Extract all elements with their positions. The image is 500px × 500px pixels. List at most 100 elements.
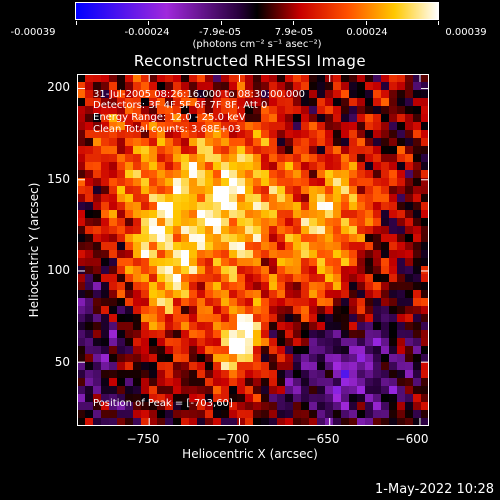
heatmap-cell [197,346,206,355]
heatmap-cell [405,362,414,371]
heatmap-cell [285,210,294,219]
heatmap-cell [341,90,350,99]
heatmap-cell [245,154,254,163]
heatmap-cell [213,338,222,347]
heatmap-cell [213,114,222,123]
heatmap-cell [301,194,310,203]
heatmap-cell [269,130,278,139]
heatmap-cell [421,258,429,267]
heatmap-cell [397,218,406,227]
heatmap-cell [205,402,214,411]
heatmap-cell [373,146,382,155]
heatmap-cell [261,418,270,426]
heatmap-cell [301,386,310,395]
heatmap-cell [357,186,366,195]
heatmap-cell [101,314,110,323]
heatmap-cell [117,98,126,107]
heatmap-cell [117,394,126,403]
heatmap-cell [85,410,94,419]
heatmap-cell [277,74,286,83]
heatmap-cell [293,90,302,99]
heatmap-cell [405,114,414,123]
heatmap-cell [77,362,86,371]
heatmap-cell [173,274,182,283]
heatmap-cell [237,202,246,211]
heatmap-cell [245,194,254,203]
heatmap-cell [77,162,86,171]
heatmap-cell [325,138,334,147]
heatmap-cell [101,386,110,395]
heatmap-cell [317,226,326,235]
heatmap-cell [189,210,198,219]
heatmap-cell [325,186,334,195]
heatmap-cell [293,178,302,187]
heatmap-cell [157,98,166,107]
heatmap-cell [109,322,118,331]
heatmap-cell [285,90,294,99]
heatmap-cell [141,266,150,275]
heatmap-cell [197,90,206,99]
heatmap-cell [77,346,86,355]
heatmap-cell [365,202,374,211]
heatmap-cell [341,266,350,275]
heatmap-cell [117,122,126,131]
heatmap-cell [365,98,374,107]
heatmap-cell [189,402,198,411]
heatmap-cell [381,130,390,139]
heatmap-cell [173,290,182,299]
heatmap-cell [373,402,382,411]
heatmap-cell [341,418,350,426]
heatmap-cell [213,202,222,211]
heatmap-cell [189,290,198,299]
heatmap-cell [221,306,230,315]
heatmap-cell [341,338,350,347]
heatmap-cell [125,138,134,147]
heatmap-cell [85,210,94,219]
heatmap-cell [229,298,238,307]
heatmap-cell [157,178,166,187]
heatmap-cell [125,146,134,155]
heatmap-cell [253,250,262,259]
heatmap-cell [293,122,302,131]
heatmap-cell [333,386,342,395]
heatmap-cell [405,306,414,315]
heatmap-cell [413,394,422,403]
heatmap-cell [317,162,326,171]
heatmap-cell [253,234,262,243]
heatmap-cell [101,202,110,211]
heatmap-cell [189,330,198,339]
heatmap-cell [405,386,414,395]
heatmap-cell [373,282,382,291]
heatmap-cell [301,210,310,219]
heatmap-cell [117,362,126,371]
heatmap-cell [157,186,166,195]
heatmap-cell [125,410,134,419]
heatmap-cell [157,170,166,179]
heatmap-cell [157,282,166,291]
heatmap-cell [85,178,94,187]
heatmap-cell [349,402,358,411]
heatmap-cell [181,370,190,379]
heatmap-cell [101,282,110,291]
heatmap-cell [333,258,342,267]
heatmap-cell [109,202,118,211]
heatmap-cell [93,130,102,139]
heatmap-cell [413,74,422,83]
heatmap-cell [173,82,182,91]
heatmap-cell [141,290,150,299]
heatmap-cell [397,306,406,315]
heatmap-cell [157,234,166,243]
heatmap-cell [85,218,94,227]
heatmap-cell [125,106,134,115]
heatmap-cell [221,210,230,219]
heatmap-cell [389,346,398,355]
heatmap-cell [285,410,294,419]
heatmap-cell [117,242,126,251]
heatmap-cell [269,282,278,291]
heatmap-cell [189,258,198,267]
heatmap-cell [125,250,134,259]
heatmap-cell [213,282,222,291]
heatmap-cell [373,98,382,107]
heatmap-cell [389,146,398,155]
heatmap-cell [285,322,294,331]
